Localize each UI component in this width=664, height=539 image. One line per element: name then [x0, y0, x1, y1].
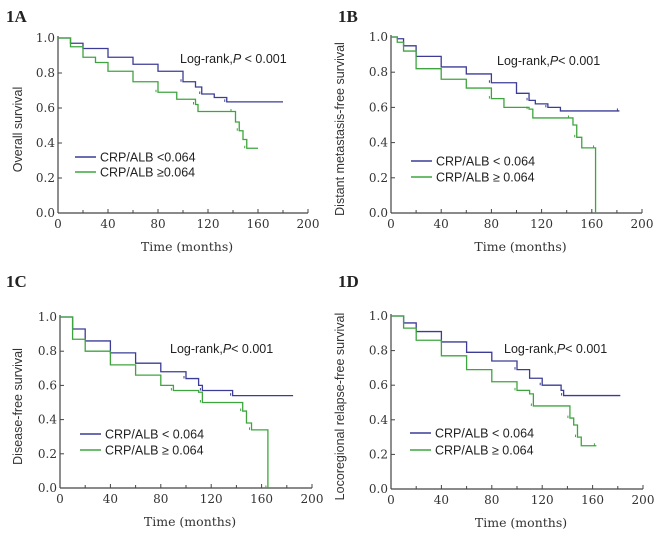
legend-label: CRP/ALB <0.064	[100, 151, 196, 165]
y-tick-label: 0.2	[369, 171, 388, 185]
annotation-suffix: < 0.001	[241, 52, 287, 66]
x-tick-label: 0	[56, 492, 64, 506]
y-tick-label: 0.6	[369, 100, 388, 114]
y-tick-label: 0.0	[369, 206, 388, 220]
annotation-prefix: Log-rank,	[170, 342, 223, 356]
annotation-suffix: < 0.001	[558, 54, 600, 68]
legend-label: CRP/ALB < 0.064	[435, 427, 534, 441]
y-tick-label: 0.2	[38, 447, 57, 461]
x-tick-label: 160	[581, 493, 604, 507]
y-axis-title: Disease-free survival	[11, 348, 25, 465]
panel-1c: 1C 0 40 80 120 160 200 0.0 0.2 0.4 0.6 0.8 1.0 Time (…	[6, 272, 323, 529]
panel-label: 1D	[338, 272, 359, 291]
survival-curve-high	[60, 316, 269, 488]
x-tick-label: 160	[250, 492, 273, 506]
log-rank-annotation: Log-rank,P< 0.001	[497, 54, 600, 68]
y-tick-label: 0.2	[36, 171, 55, 185]
x-tick-label: 160	[580, 217, 603, 231]
y-tick-label: 0.4	[38, 413, 57, 427]
y-tick-label: 0.0	[36, 206, 55, 220]
y-tick-label: 0.4	[369, 413, 388, 427]
y-tick-label: 0.6	[36, 101, 55, 115]
x-tick-label: 200	[631, 217, 654, 231]
x-tick-label: 160	[247, 217, 270, 231]
survival-curve-high	[391, 36, 597, 213]
x-tick-label: 120	[530, 217, 553, 231]
x-tick-label: 80	[484, 493, 499, 507]
legend-label: CRP/ALB < 0.064	[436, 155, 535, 169]
survival-curve-low	[60, 316, 294, 397]
annotation-prefix: Log-rank,	[180, 52, 233, 66]
x-tick-label: 40	[434, 217, 449, 231]
x-tick-label: 40	[100, 217, 115, 231]
annotation-prefix: Log-rank,	[504, 342, 557, 356]
y-tick-label: 0.0	[38, 481, 57, 495]
x-tick-label: 120	[197, 217, 220, 231]
log-rank-annotation: Log-rank,P < 0.001	[180, 52, 287, 66]
survival-curve-high	[58, 37, 258, 149]
y-tick-label: 1.0	[369, 309, 388, 323]
y-axis-title: Locoregional relapse-free survival	[333, 313, 347, 501]
x-tick-label: 80	[484, 217, 499, 231]
survival-curve-high	[391, 315, 597, 447]
y-tick-label: 0.8	[369, 65, 388, 79]
x-tick-label: 80	[150, 217, 165, 231]
annotation-p: P	[223, 342, 232, 356]
x-tick-label: 200	[301, 492, 324, 506]
panel-label: 1A	[6, 7, 28, 26]
y-tick-label: 0.6	[38, 378, 57, 392]
survival-curve-low	[391, 36, 620, 112]
y-tick-label: 0.0	[369, 482, 388, 496]
annotation-p: P	[233, 52, 242, 66]
legend-label: CRP/ALB < 0.064	[105, 428, 204, 442]
x-axis-title: Time (months)	[144, 514, 236, 529]
panel-label: 1B	[338, 7, 358, 26]
annotation-p: P	[557, 342, 566, 356]
y-axis-title: Distant metastasis-free survival	[333, 42, 347, 216]
survival-curve-low	[391, 315, 621, 397]
y-tick-label: 0.6	[369, 378, 388, 392]
y-tick-label: 0.2	[369, 447, 388, 461]
x-axis-title: Time (months)	[475, 515, 567, 530]
x-tick-label: 200	[632, 493, 655, 507]
x-tick-label: 120	[200, 492, 223, 506]
y-tick-label: 1.0	[36, 31, 55, 45]
panel-1b: 1B 0 40 80 120 160 200 0.0 0.2 0.4 0.6 0.8 1.0 Time (…	[333, 7, 653, 254]
x-tick-label: 40	[434, 493, 449, 507]
x-tick-label: 200	[297, 217, 320, 231]
annotation-p: P	[550, 54, 559, 68]
y-tick-label: 0.8	[36, 66, 55, 80]
log-rank-annotation: Log-rank,P< 0.001	[170, 342, 273, 356]
x-axis-title: Time (months)	[474, 239, 566, 254]
panel-1d: 1D 0 40 80 120 160 200 0.0 0.2 0.4 0.6 0.8 1.0 Time (…	[333, 272, 654, 530]
legend-label: CRP/ALB ≥ 0.064	[435, 444, 534, 458]
x-tick-label: 40	[103, 492, 118, 506]
x-tick-label: 120	[531, 493, 554, 507]
panel-label: 1C	[6, 272, 27, 291]
x-tick-label: 0	[387, 493, 395, 507]
legend-label: CRP/ALB ≥0.064	[100, 166, 195, 180]
legend-label: CRP/ALB ≥ 0.064	[436, 171, 535, 185]
survival-curve-low	[58, 37, 283, 103]
y-tick-label: 0.4	[36, 136, 55, 150]
y-axis-title: Overall survival	[11, 87, 25, 172]
x-axis-title: Time (months)	[141, 239, 233, 254]
annotation-prefix: Log-rank,	[497, 54, 550, 68]
legend-label: CRP/ALB ≥ 0.064	[105, 444, 204, 458]
x-tick-label: 0	[387, 217, 395, 231]
y-tick-label: 0.8	[38, 344, 57, 358]
panel-1a: 1A 0 40 80 120 160 200 0.0 0.2 0.4 0.6 0.8 1.0 Time (…	[6, 7, 319, 254]
y-tick-label: 1.0	[369, 30, 388, 44]
y-tick-label: 1.0	[38, 310, 57, 324]
x-tick-label: 80	[153, 492, 168, 506]
x-tick-label: 0	[54, 217, 62, 231]
y-tick-label: 0.8	[369, 344, 388, 358]
annotation-suffix: < 0.001	[231, 342, 273, 356]
log-rank-annotation: Log-rank,P< 0.001	[504, 342, 607, 356]
y-tick-label: 0.4	[369, 136, 388, 150]
annotation-suffix: < 0.001	[565, 342, 607, 356]
